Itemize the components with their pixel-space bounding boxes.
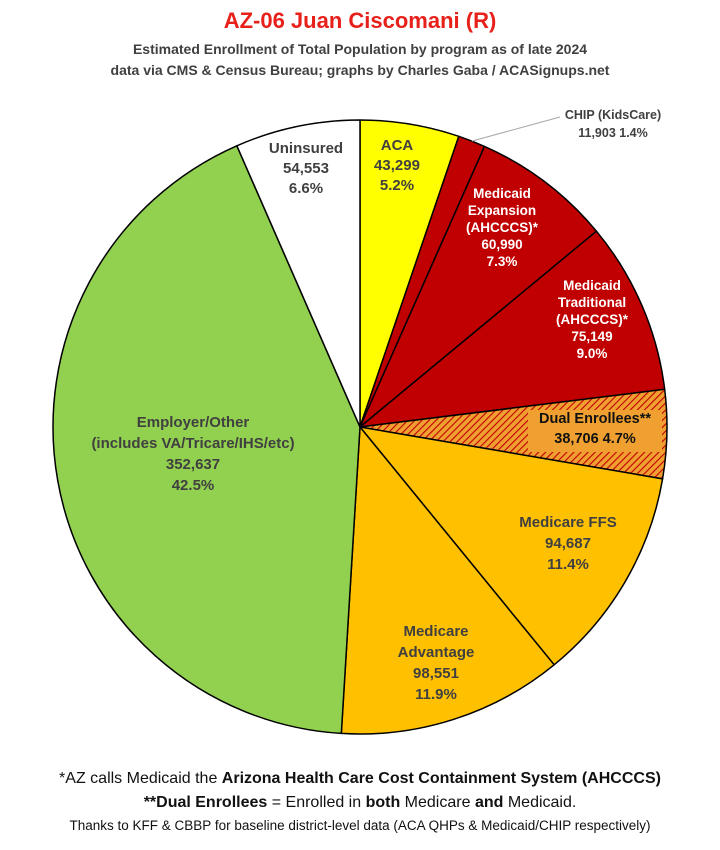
chart-title: AZ-06 Juan Ciscomani (R) [223, 8, 497, 33]
slice-label-dual-enrollees-line-1: Dual Enrollees** [539, 411, 651, 427]
slice-label-medicare-ffs-line-1: Medicare FFS [519, 514, 617, 531]
slice-label-chip-line-1: CHIP (KidsCare) [565, 108, 661, 122]
slice-label-medicare-advantage-line-2: Advantage [398, 644, 475, 661]
slice-label-medicaid-expansion-line-4: 60,990 [481, 237, 522, 252]
pie-slice-medicare-advantage [340, 426, 555, 735]
footnote-dual-both: both [365, 794, 401, 811]
pie-slice-employer-other [52, 145, 361, 735]
chart-subtitle-line2: data via CMS & Census Bureau; graphs by … [110, 62, 610, 78]
slice-label-medicaid-expansion-line-2: Expansion [468, 203, 536, 218]
slice-label-uninsured-line-1: Uninsured [269, 140, 343, 157]
footnote-ahcccs-prefix: *AZ calls Medicaid the [59, 770, 222, 787]
footnote-dual-and: and [474, 794, 504, 811]
slice-label-dual-enrollees-line-2: 38,706 4.7% [554, 431, 636, 447]
footnote-ahcccs-name: Arizona Health Care Cost Containment Sys… [221, 770, 661, 787]
slice-label-medicaid-expansion-line-3: (AHCCCS)* [466, 220, 539, 235]
footnote-ahcccs: *AZ calls Medicaid the Arizona Health Ca… [0, 770, 720, 788]
slice-label-aca-line-2: 43,299 [374, 157, 420, 174]
slice-label-medicare-ffs: Medicare FFS 94,687 11.4% [519, 514, 617, 573]
slice-label-medicaid-traditional: Medicaid Traditional (AHCCCS)* 75,149 9.0% [556, 278, 629, 361]
pie-slice-uninsured [236, 119, 361, 428]
footnote-dual-term: **Dual Enrollees [143, 794, 268, 811]
slice-label-medicaid-expansion-line-5: 7.3% [487, 254, 518, 269]
slice-label-medicare-advantage-line-1: Medicare [403, 623, 468, 640]
pie-slices [52, 119, 668, 735]
slice-label-medicaid-traditional-line-1: Medicaid [563, 278, 621, 293]
slice-label-medicare-advantage-line-3: 98,551 [413, 665, 459, 682]
slice-label-medicare-advantage-line-4: 11.9% [415, 686, 457, 703]
slice-label-medicaid-traditional-line-4: 75,149 [571, 329, 612, 344]
footnote-sources: Thanks to KFF & CBBP for baseline distri… [69, 818, 651, 833]
chip-leader-line [471, 116, 561, 142]
slice-label-employer-other-line-2: (includes VA/Tricare/IHS/etc) [91, 435, 294, 452]
pie-slice-medicaid-traditional [359, 230, 666, 428]
footnote-dual-text1: = Enrolled in [267, 794, 366, 811]
slice-label-uninsured-line-3: 6.6% [289, 180, 323, 197]
slice-label-aca-line-3: 5.2% [380, 177, 414, 194]
chart-subtitle-line1: Estimated Enrollment of Total Population… [132, 41, 588, 57]
footnote-dual-text2: Medicare [400, 794, 475, 811]
slice-label-medicaid-traditional-line-2: Traditional [558, 295, 626, 310]
slice-label-medicaid-traditional-line-5: 9.0% [577, 346, 608, 361]
slice-label-medicaid-expansion-line-1: Medicaid [473, 186, 531, 201]
slice-label-medicare-ffs-line-2: 94,687 [545, 535, 591, 552]
footnote-dual: **Dual Enrollees = Enrolled in both Medi… [0, 794, 720, 812]
pie-slice-medicare-ffs [359, 426, 664, 666]
slice-label-medicaid-expansion: Medicaid Expansion (AHCCCS)* 60,990 7.3% [466, 186, 539, 269]
slice-label-uninsured-line-2: 54,553 [283, 160, 329, 177]
dual-label-background [528, 410, 662, 452]
slice-label-chip-line-2: 11,903 1.4% [578, 126, 648, 140]
slice-label-employer-other-line-4: 42.5% [172, 477, 215, 494]
slice-label-employer-other: Employer/Other (includes VA/Tricare/IHS/e… [91, 414, 294, 494]
pie-slice-medicaid-expansion [359, 145, 598, 428]
pie-labels: ACA 43,299 5.2% Medicaid Expansion (AHCCCS)* 6… [91, 108, 662, 703]
slice-label-medicare-advantage: Medicare Advantage 98,551 11.9% [398, 623, 475, 703]
slice-label-chip: CHIP (KidsCare) 11,903 1.4% [565, 108, 661, 140]
slice-label-dual-enrollees: Dual Enrollees** 38,706 4.7% [528, 410, 662, 452]
slice-label-aca: ACA 43,299 5.2% [374, 137, 420, 194]
slice-label-uninsured: Uninsured 54,553 6.6% [269, 140, 343, 197]
slice-label-aca-line-1: ACA [381, 137, 414, 154]
slice-label-medicaid-traditional-line-3: (AHCCCS)* [556, 312, 629, 327]
slice-label-employer-other-line-3: 352,637 [166, 456, 220, 473]
slice-label-medicare-ffs-line-3: 11.4% [547, 556, 589, 573]
footnote-dual-text3: Medicaid. [503, 794, 577, 811]
slice-label-employer-other-line-1: Employer/Other [137, 414, 250, 431]
